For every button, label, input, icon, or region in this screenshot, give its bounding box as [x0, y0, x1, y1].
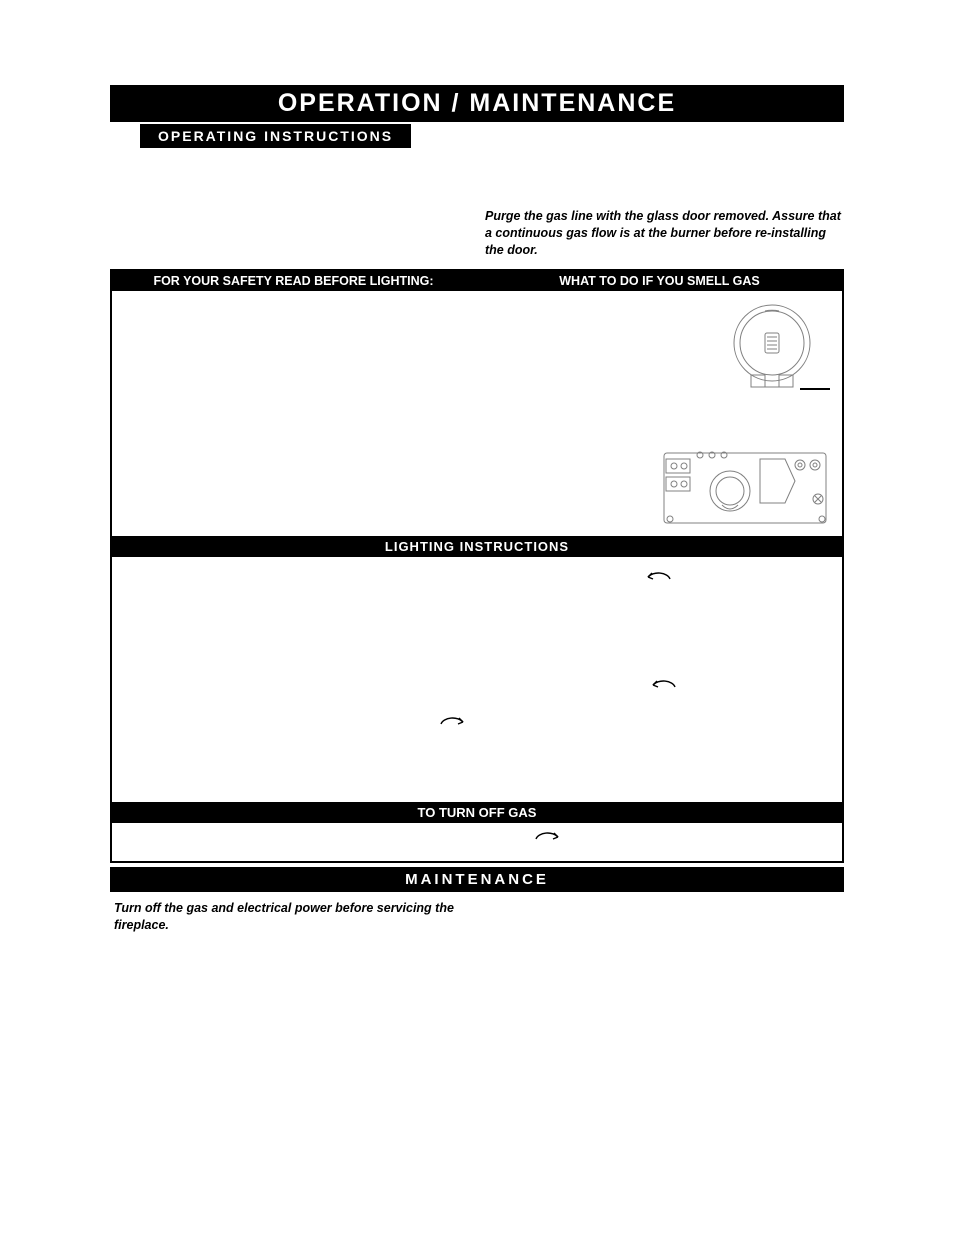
- maintenance-row: Turn off the gas and electrical power be…: [110, 892, 844, 934]
- control-dial-diagram: [715, 301, 830, 401]
- arrow-cw-icon: [437, 712, 469, 733]
- gas-valve-diagram: [660, 441, 830, 531]
- lighting-instructions-header: LIGHTING INSTRUCTIONS: [112, 536, 842, 557]
- maintenance-note: Turn off the gas and electrical power be…: [110, 900, 469, 934]
- safety-box-header-row: FOR YOUR SAFETY READ BEFORE LIGHTING: WH…: [112, 271, 842, 291]
- smell-gas-header: WHAT TO DO IF YOU SMELL GAS: [477, 271, 842, 291]
- smell-gas-header-text: WHAT TO DO IF YOU SMELL GAS: [559, 274, 759, 288]
- safety-read-header: FOR YOUR SAFETY READ BEFORE LIGHTING:: [112, 271, 477, 291]
- safety-box: FOR YOUR SAFETY READ BEFORE LIGHTING: WH…: [110, 269, 844, 863]
- safety-box-body: [112, 291, 842, 536]
- purge-gas-note: Purge the gas line with the glass door r…: [485, 208, 844, 259]
- intro-left-col: [110, 208, 477, 259]
- maintenance-left-col: Turn off the gas and electrical power be…: [110, 892, 477, 934]
- arrow-ccw-icon: [642, 567, 674, 588]
- page-title-text: OPERATION / MAINTENANCE: [278, 89, 676, 117]
- maintenance-banner: MAINTENANCE: [110, 867, 844, 892]
- intro-right-col: Purge the gas line with the glass door r…: [477, 208, 844, 259]
- operating-instructions-heading: OPERATING INSTRUCTIONS: [140, 124, 411, 148]
- arrow-cw-icon: [532, 827, 564, 848]
- safety-read-header-text: FOR YOUR SAFETY READ BEFORE LIGHTING:: [153, 274, 433, 288]
- maintenance-banner-text: MAINTENANCE: [405, 871, 549, 888]
- intro-row: Purge the gas line with the glass door r…: [110, 208, 844, 259]
- maintenance-right-col: [477, 892, 844, 934]
- arrow-ccw-icon: [647, 675, 679, 696]
- turnoff-box-body: [112, 823, 842, 861]
- operating-instructions-text: OPERATING INSTRUCTIONS: [158, 128, 393, 144]
- turn-off-gas-header: TO TURN OFF GAS: [112, 802, 842, 823]
- lighting-instructions-text: LIGHTING INSTRUCTIONS: [385, 539, 569, 554]
- page-title-banner: OPERATION / MAINTENANCE: [110, 85, 844, 122]
- lighting-box-body: [112, 557, 842, 802]
- subheading-wrap: OPERATING INSTRUCTIONS: [110, 122, 844, 148]
- turn-off-gas-text: TO TURN OFF GAS: [418, 805, 537, 820]
